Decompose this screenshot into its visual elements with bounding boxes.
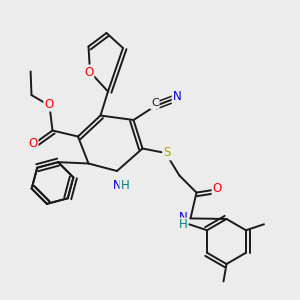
Text: O: O xyxy=(213,182,222,195)
Text: N: N xyxy=(178,211,188,224)
Text: C: C xyxy=(151,98,159,109)
Text: O: O xyxy=(44,98,53,111)
Text: H: H xyxy=(178,218,188,232)
Text: N: N xyxy=(113,179,122,192)
Text: N: N xyxy=(172,90,182,103)
Text: O: O xyxy=(84,65,93,79)
Text: H: H xyxy=(120,179,129,192)
Text: S: S xyxy=(163,146,170,160)
Text: O: O xyxy=(28,137,38,150)
